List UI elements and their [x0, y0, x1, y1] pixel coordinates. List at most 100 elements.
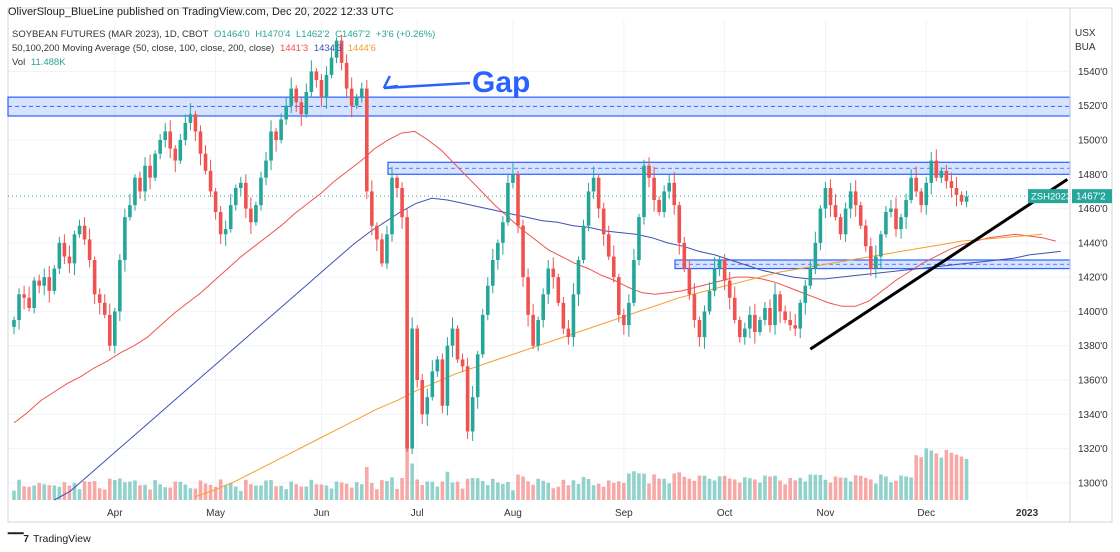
volume-bar: [753, 479, 757, 500]
candle-body: [304, 92, 309, 115]
volume-bar: [687, 478, 692, 500]
volume-bar: [682, 476, 687, 500]
candle-body: [848, 191, 853, 209]
candle-body: [415, 328, 419, 380]
candle-body: [77, 225, 82, 235]
volume-bar: [788, 477, 792, 500]
candle-body: [727, 280, 732, 298]
volume-bar: [959, 456, 964, 500]
gap-arrow-line: [383, 81, 471, 90]
candle-body: [677, 205, 682, 243]
volume-bar: [319, 484, 324, 500]
volume-bar: [173, 481, 178, 500]
volume-bar: [929, 450, 934, 500]
candle-body: [576, 260, 581, 295]
candle-body: [395, 177, 399, 188]
legend-ma[interactable]: 50,100,200 Moving Average (50, close, 10…: [12, 43, 379, 54]
candle-body: [833, 205, 838, 218]
volume-bar: [707, 478, 712, 500]
volume-bar: [662, 478, 666, 500]
candle-body: [662, 191, 666, 212]
volume-bar: [107, 478, 112, 500]
candle-body: [682, 242, 687, 269]
volume-bar: [904, 476, 908, 500]
volume-bar: [445, 471, 450, 500]
candle-body: [823, 188, 828, 209]
candle-body: [909, 177, 913, 200]
ma100-line: [54, 197, 1061, 501]
candle-body: [410, 328, 414, 449]
volume-bar: [284, 489, 288, 500]
candle-body: [37, 280, 41, 286]
candle-body: [284, 105, 288, 120]
tradingview-brand[interactable]: ▔▔7 TradingView: [8, 533, 91, 545]
time-tick-label: Aug: [504, 508, 522, 519]
candle-body: [687, 268, 692, 295]
candle-body: [717, 260, 722, 269]
candle-body: [667, 182, 671, 192]
legend-symbol[interactable]: SOYBEAN FUTURES (MAR 2023), 1D, CBOT O14…: [12, 29, 438, 40]
volume-bar: [102, 489, 107, 500]
price-tick-label: 1360'0: [1078, 376, 1108, 387]
candle-body: [632, 260, 636, 303]
volume-bar: [208, 484, 213, 500]
volume-bar: [637, 473, 641, 500]
time-tick-label: Jun: [313, 508, 329, 519]
candle-body: [758, 320, 762, 332]
candle-body: [566, 328, 571, 338]
volume-bar: [622, 482, 626, 500]
candle-body: [143, 165, 147, 192]
volume-bar: [521, 476, 525, 500]
volume-bar: [52, 485, 57, 500]
candle-body: [158, 140, 162, 154]
volume-bar: [299, 486, 304, 500]
ma200-value: 1444'6: [347, 43, 376, 54]
candle-body: [223, 229, 228, 235]
volume-bar: [838, 477, 843, 500]
candle-body: [617, 277, 621, 315]
volume-bar: [349, 487, 354, 500]
volume-bar: [858, 475, 863, 500]
volume-bar: [82, 481, 87, 500]
volume-bar: [586, 479, 591, 500]
candle-body: [133, 177, 137, 206]
candle-body: [289, 88, 293, 106]
volume-bar: [62, 482, 67, 500]
volume-bar: [198, 480, 203, 500]
volume-bar: [425, 481, 430, 500]
drawings: Gap ZSH2023: [8, 66, 1071, 351]
ohlc-close: C1467'2: [335, 29, 371, 40]
volume-bar: [420, 485, 425, 500]
volume-bar: [813, 474, 818, 500]
volume-bar: [581, 477, 586, 500]
candle-body: [370, 191, 374, 226]
candle-body: [869, 246, 873, 269]
volume-bar: [652, 474, 656, 500]
candle-body: [249, 208, 253, 223]
volume-bar: [153, 480, 157, 500]
ohlc-low: L1462'2: [296, 29, 330, 40]
trendline: [809, 178, 1069, 351]
volume-bar: [239, 490, 243, 500]
volume-bar: [143, 484, 147, 500]
candle-body: [480, 314, 485, 355]
candle-body: [193, 114, 198, 132]
volume-bar: [606, 480, 611, 500]
candle-body: [934, 160, 939, 178]
volume-bar: [485, 485, 490, 500]
volume-bar: [496, 482, 500, 500]
gap-arrowhead: [382, 75, 399, 90]
volume-bar: [22, 486, 26, 500]
legend-volume[interactable]: Vol 11.488K: [12, 57, 69, 68]
candle-body: [828, 188, 833, 206]
price-tick-label: 1540'0: [1078, 67, 1108, 78]
candle-body: [82, 225, 87, 240]
candle-body: [959, 194, 964, 202]
candle-body: [279, 119, 283, 140]
vol-value: 11.488K: [30, 57, 66, 68]
candle-body: [27, 297, 31, 308]
volume-bar: [692, 480, 697, 500]
volume-bar: [697, 475, 702, 500]
candle-body: [365, 88, 369, 192]
